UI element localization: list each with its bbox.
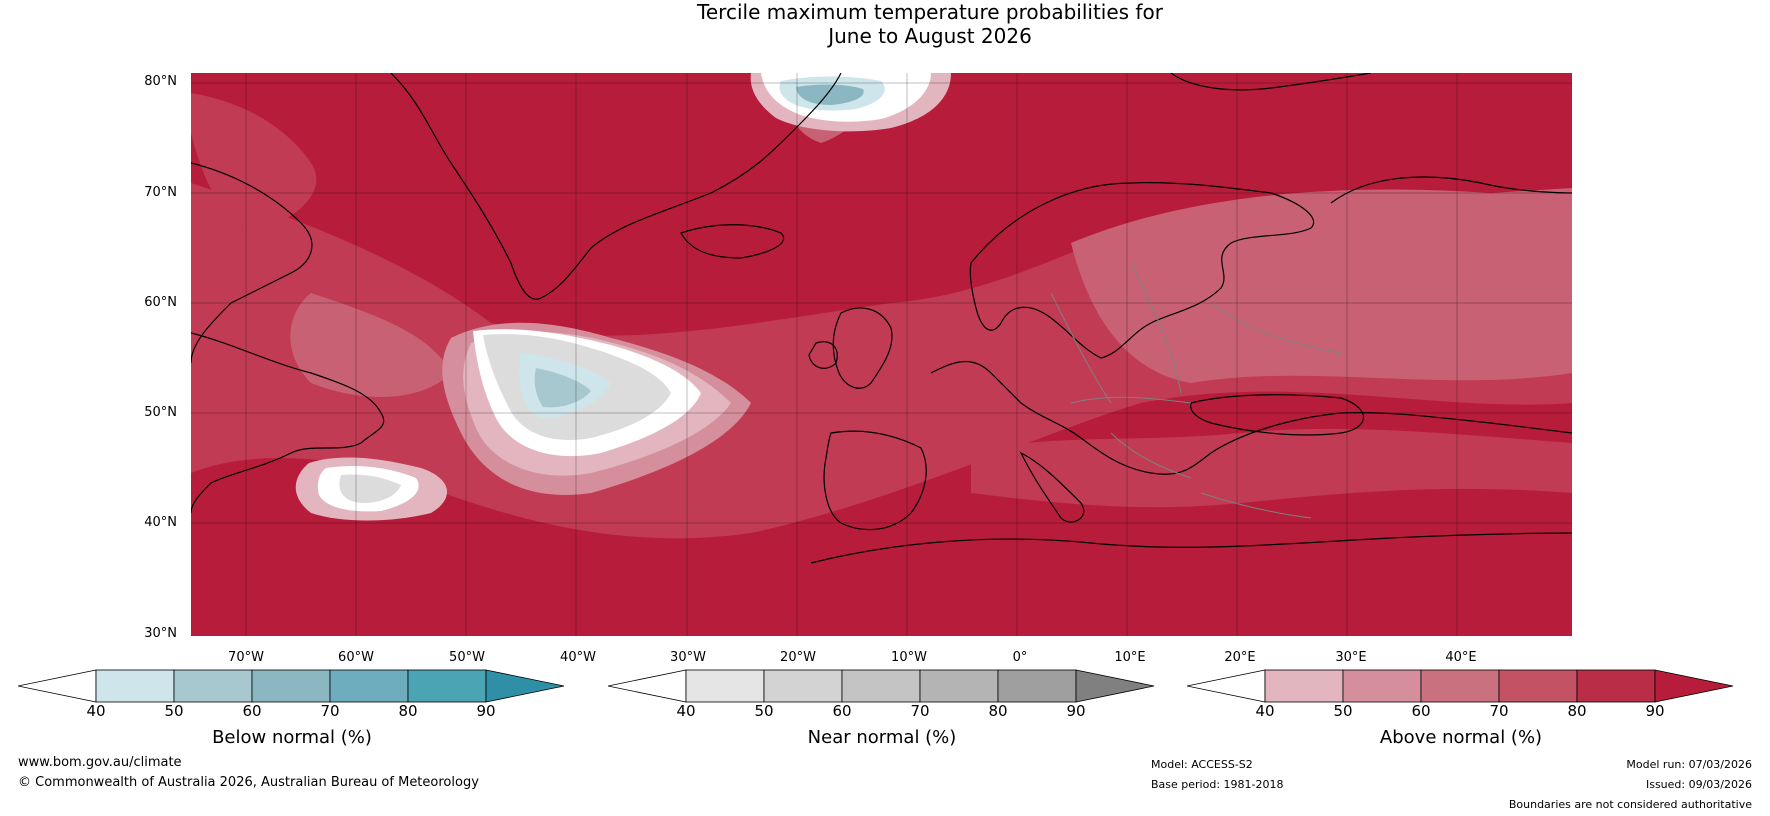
colorbar-segment <box>763 669 843 703</box>
colorbar-tick-label: 70 <box>1489 702 1509 720</box>
colorbar-tick-label: 90 <box>476 702 496 720</box>
colorbar-label-below: Below normal (%) <box>212 727 372 748</box>
colorbar-segment <box>407 669 487 703</box>
colorbar-extend-low <box>1187 669 1266 703</box>
chart-title: Tercile maximum temperature probabilitie… <box>0 0 1770 48</box>
colorbar-tick-label: 70 <box>320 702 340 720</box>
lat-label-70n: 70°N <box>144 185 177 200</box>
footer-model: Model: ACCESS-S2 <box>1151 758 1253 771</box>
footer-base-period: Base period: 1981-2018 <box>1151 778 1284 791</box>
title-line-1: Tercile maximum temperature probabilitie… <box>697 0 1163 24</box>
colorbar-segment <box>1420 669 1500 703</box>
colorbar-below-normal <box>18 668 566 704</box>
colorbar-segment <box>997 669 1077 703</box>
colorbar-segment <box>95 669 175 703</box>
colorbar-segment <box>1576 669 1656 703</box>
colorbar-extend-high <box>1075 669 1155 703</box>
colorbar-tick-label: 80 <box>988 702 1008 720</box>
footer-website: www.bom.gov.au/climate <box>18 755 182 770</box>
lon-label-10e: 10°E <box>1114 650 1146 665</box>
colorbar-tick-label: 60 <box>1411 702 1431 720</box>
colorbar-tick-label: 90 <box>1645 702 1665 720</box>
footer-copyright: © Commonwealth of Australia 2026, Austra… <box>18 775 479 790</box>
lon-label-30w: 30°W <box>670 650 706 665</box>
colorbar-tick-label: 50 <box>754 702 774 720</box>
colorbar-svg <box>18 669 565 703</box>
colorbar-segment <box>173 669 253 703</box>
lon-label-60w: 60°W <box>338 650 374 665</box>
footer-disclaimer: Boundaries are not considered authoritat… <box>1508 798 1752 811</box>
colorbar-tick-label: 40 <box>676 702 696 720</box>
lat-label-30n: 30°N <box>144 626 177 641</box>
lon-label-40w: 40°W <box>560 650 596 665</box>
lat-label-40n: 40°N <box>144 515 177 530</box>
lon-label-20e: 20°E <box>1224 650 1256 665</box>
colorbar-segment <box>251 669 331 703</box>
colorbar-segment <box>841 669 921 703</box>
colorbar-segment <box>329 669 409 703</box>
colorbar-extend-low <box>18 669 97 703</box>
colorbar-tick-label: 80 <box>1567 702 1587 720</box>
colorbar-tick-label: 50 <box>1333 702 1353 720</box>
colorbar-tick-label: 70 <box>910 702 930 720</box>
map-fill-layer <box>191 73 1572 636</box>
colorbar-segment <box>1342 669 1422 703</box>
colorbar-near-normal <box>608 668 1156 704</box>
footer-issued: Issued: 09/03/2026 <box>1645 778 1752 791</box>
lat-label-60n: 60°N <box>144 295 177 310</box>
lon-label-30e: 30°E <box>1335 650 1367 665</box>
colorbar-label-above: Above normal (%) <box>1379 727 1543 748</box>
colorbar-tick-label: 50 <box>164 702 184 720</box>
colorbar-extend-high <box>485 669 565 703</box>
colorbar-segment <box>685 669 765 703</box>
colorbar-svg <box>608 669 1155 703</box>
colorbar-extend-high <box>1654 669 1734 703</box>
colorbar-tick-label: 60 <box>242 702 262 720</box>
colorbar-tick-label: 90 <box>1066 702 1086 720</box>
lon-label-40e: 40°E <box>1445 650 1477 665</box>
forecast-map <box>191 73 1572 636</box>
lon-label-0: 0° <box>1012 650 1028 665</box>
title-line-2: June to August 2026 <box>828 24 1032 48</box>
colorbar-segment <box>1498 669 1578 703</box>
colorbar-svg <box>1187 669 1734 703</box>
colorbar-extend-low <box>608 669 687 703</box>
colorbar-tick-label: 40 <box>1255 702 1275 720</box>
lon-label-50w: 50°W <box>449 650 485 665</box>
lon-label-70w: 70°W <box>228 650 264 665</box>
colorbar-tick-label: 60 <box>832 702 852 720</box>
lon-label-10w: 10°W <box>891 650 927 665</box>
colorbar-above-normal <box>1187 668 1735 704</box>
lon-label-20w: 20°W <box>780 650 816 665</box>
colorbar-tick-label: 80 <box>398 702 418 720</box>
lat-label-80n: 80°N <box>144 74 177 89</box>
colorbar-segment <box>919 669 999 703</box>
footer-model-run: Model run: 07/03/2026 <box>1626 758 1752 771</box>
colorbar-segment <box>1264 669 1344 703</box>
lat-label-50n: 50°N <box>144 405 177 420</box>
colorbar-tick-label: 40 <box>86 702 106 720</box>
colorbar-label-near: Near normal (%) <box>807 727 957 748</box>
